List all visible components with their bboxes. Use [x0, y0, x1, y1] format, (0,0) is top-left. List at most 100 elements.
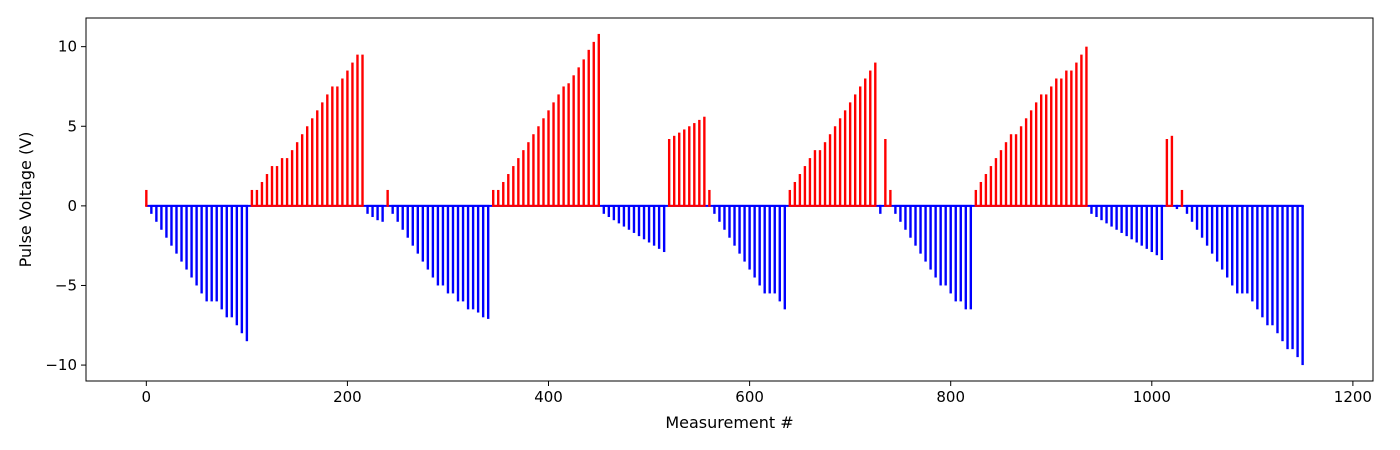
- bar: [411, 205, 414, 246]
- bar: [738, 205, 741, 254]
- bar: [939, 205, 942, 286]
- bar: [1155, 205, 1159, 256]
- bar: [331, 86, 334, 206]
- bar: [954, 205, 957, 302]
- bar: [225, 205, 228, 318]
- plot-area-frame: [85, 17, 1374, 382]
- bar: [1205, 205, 1209, 246]
- bar: [250, 189, 254, 206]
- bar: [859, 86, 862, 206]
- bar: [527, 142, 530, 206]
- bar: [642, 205, 646, 240]
- bar: [1276, 205, 1279, 334]
- bar: [215, 205, 218, 302]
- bar: [999, 150, 1003, 206]
- bar: [507, 174, 510, 206]
- bar: [376, 205, 379, 221]
- bar: [652, 205, 656, 246]
- bar: [1291, 205, 1294, 350]
- y-axis: −10 −5 0 5 10: [45, 38, 86, 374]
- bar: [1050, 86, 1053, 206]
- bar: [1045, 94, 1048, 206]
- bar: [874, 62, 877, 206]
- bar: [959, 205, 962, 302]
- bar: [461, 205, 465, 302]
- bar: [803, 166, 807, 206]
- bar: [748, 205, 751, 270]
- bar: [175, 205, 178, 254]
- bar: [1034, 102, 1038, 206]
- bar: [617, 205, 621, 224]
- bar: [185, 205, 188, 270]
- bar: [466, 205, 470, 310]
- bar: [300, 134, 304, 206]
- bar: [522, 150, 525, 206]
- bar: [612, 205, 616, 221]
- bar: [406, 205, 409, 238]
- bar: [416, 205, 420, 254]
- bar: [285, 158, 289, 206]
- bar: [838, 118, 842, 206]
- bar: [688, 126, 691, 206]
- bar: [1180, 189, 1184, 206]
- bar: [879, 205, 882, 214]
- bar: [1095, 205, 1098, 218]
- bar: [1085, 46, 1088, 206]
- bar: [497, 189, 500, 206]
- bar: [924, 205, 927, 262]
- bar: [984, 174, 988, 206]
- bar: [200, 205, 203, 294]
- bar: [974, 189, 978, 206]
- bar: [869, 70, 872, 206]
- bar: [1029, 110, 1033, 206]
- bar: [944, 205, 947, 286]
- bar: [1241, 205, 1244, 294]
- bar: [1231, 205, 1234, 286]
- bar: [1246, 205, 1249, 294]
- bar: [597, 33, 600, 206]
- bar: [572, 75, 575, 206]
- bar: [341, 78, 344, 206]
- bar: [929, 205, 932, 270]
- bar: [798, 174, 802, 206]
- bar: [270, 166, 274, 206]
- bar: [512, 166, 515, 206]
- bar: [1190, 205, 1194, 222]
- bar: [280, 158, 284, 206]
- bar: [848, 102, 852, 206]
- bar: [1105, 205, 1108, 224]
- bar: [481, 205, 485, 318]
- bar: [265, 174, 269, 206]
- bar: [828, 134, 832, 206]
- bar: [703, 116, 706, 206]
- bar: [979, 181, 983, 206]
- bar: [607, 205, 611, 218]
- bar: [753, 205, 756, 278]
- bar: [894, 205, 897, 214]
- x-tick-label: 1000: [1133, 388, 1171, 406]
- x-tick-label: 600: [735, 388, 764, 406]
- bar: [989, 166, 993, 206]
- bar: [1145, 205, 1148, 249]
- bar: [431, 205, 435, 278]
- bar: [486, 205, 490, 319]
- bar: [698, 119, 701, 206]
- bar: [451, 205, 455, 294]
- bar: [311, 118, 314, 206]
- bar: [1115, 205, 1118, 230]
- bar: [306, 126, 309, 206]
- bar: [391, 205, 394, 214]
- bar: [1110, 205, 1113, 227]
- y-tick-label: 10: [58, 38, 77, 56]
- bar: [1065, 70, 1068, 206]
- bar: [441, 205, 445, 286]
- x-axis: 0 200 400 600 800 1000 1200: [142, 381, 1372, 406]
- bar: [170, 205, 173, 246]
- bar: [381, 205, 384, 222]
- bar: [778, 205, 781, 302]
- bar: [889, 189, 892, 206]
- bar: [662, 205, 666, 253]
- bar: [818, 150, 822, 206]
- bar: [290, 150, 294, 206]
